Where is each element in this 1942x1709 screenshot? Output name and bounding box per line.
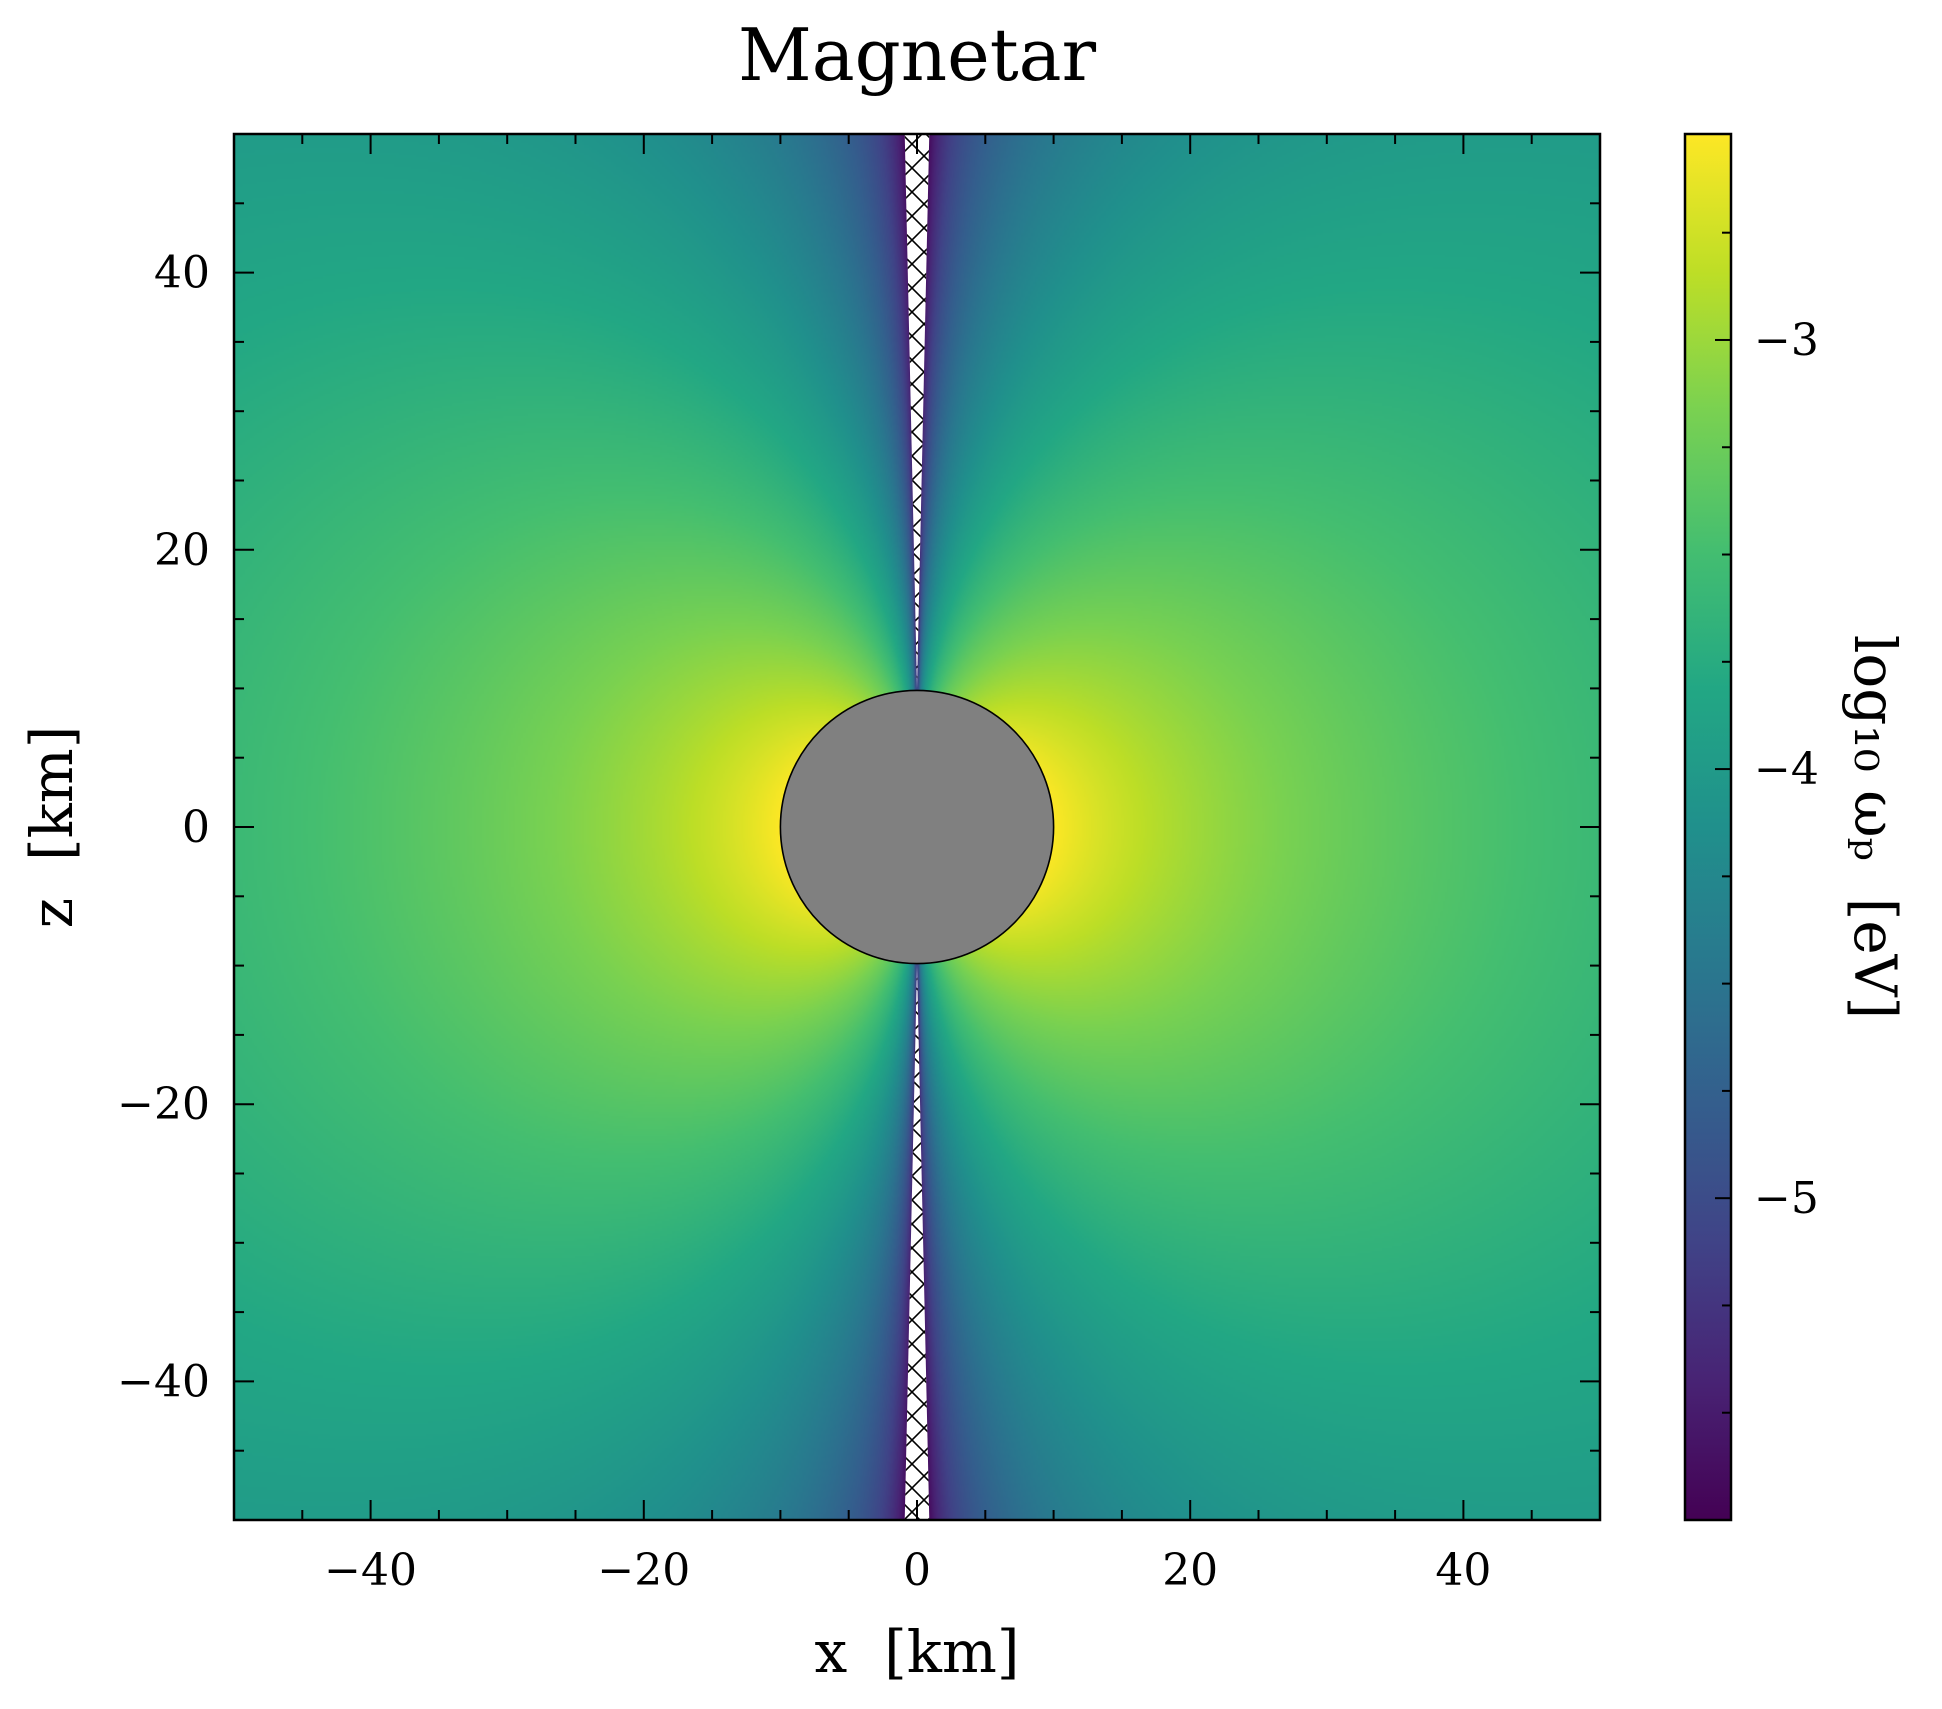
y-tick-label: 0 (182, 802, 210, 853)
colorbar-tick-label: −5 (1754, 1173, 1819, 1224)
x-tick-label: 40 (1435, 1545, 1491, 1596)
chart-title: Magnetar (738, 13, 1097, 97)
y-axis-ticks: −40 −20 0 20 40 (117, 133, 1600, 1521)
x-tick-label: −40 (324, 1545, 417, 1596)
excluded-wedge-top-hatch (904, 134, 930, 689)
excluded-wedge-bottom-hatch (904, 965, 930, 1520)
x-axis-ticks: −40 −20 0 20 40 (233, 134, 1601, 1596)
y-tick-label: 40 (154, 248, 210, 299)
y-axis-label: z [km] (18, 726, 86, 929)
colorbar-tick-label: −4 (1754, 744, 1819, 795)
colorbar-label: log₁₀ ωₚ [eV] (1841, 635, 1909, 1019)
y-tick-label: −40 (117, 1356, 210, 1407)
x-tick-label: −20 (597, 1545, 690, 1596)
x-tick-label: 20 (1162, 1545, 1218, 1596)
x-axis-label: x [km] (815, 1618, 1020, 1686)
colorbar-tick-label: −3 (1754, 315, 1819, 366)
x-tick-label: 0 (903, 1545, 931, 1596)
y-tick-label: 20 (154, 525, 210, 576)
colorbar-ticks: −5 −4 −3 (1715, 231, 1819, 1521)
neutron-star-disk (779, 689, 1055, 965)
colorbar (1683, 132, 1733, 1522)
y-tick-label: −20 (117, 1079, 210, 1130)
